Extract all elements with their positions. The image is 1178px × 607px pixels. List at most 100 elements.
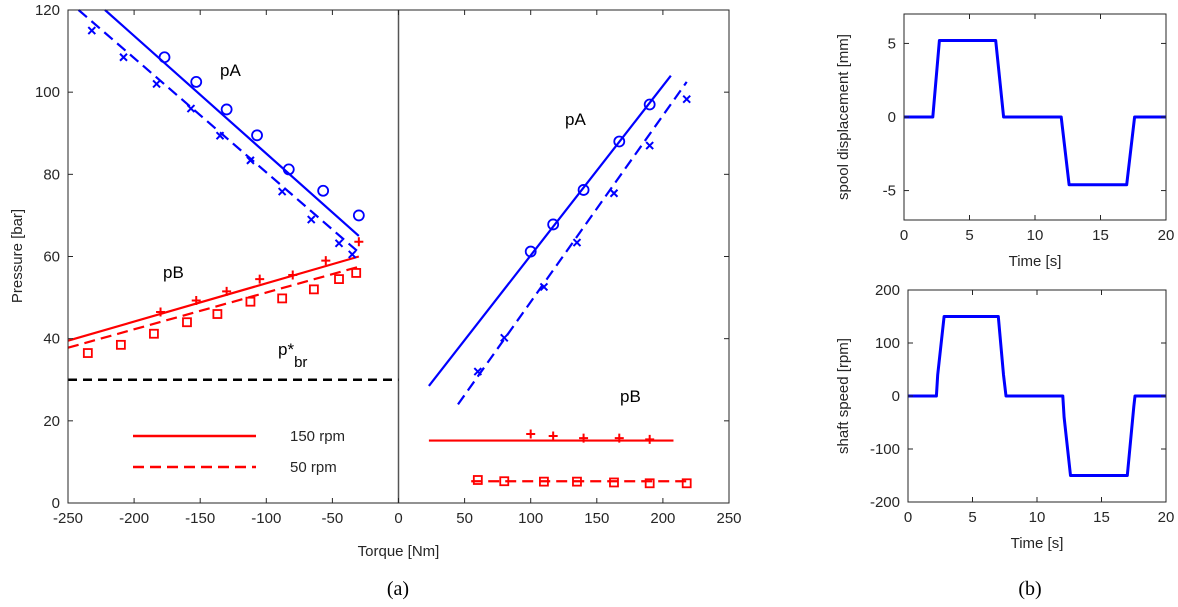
spool-displacement-line bbox=[904, 39, 1166, 187]
data-point-square bbox=[212, 309, 223, 319]
data-point-cross bbox=[152, 79, 161, 89]
data-point-cross bbox=[87, 26, 97, 35]
y-tick-label: 20 bbox=[43, 413, 60, 430]
data-point-cross bbox=[473, 367, 483, 376]
data-point-cross bbox=[348, 250, 357, 259]
data-point-circle bbox=[317, 184, 330, 197]
data-point-square bbox=[609, 477, 619, 488]
x-tick-label: -250 bbox=[53, 510, 83, 527]
x-tick-label: 20 bbox=[1158, 509, 1175, 526]
y-tick-label: 0 bbox=[892, 388, 900, 405]
panel-b-bottom-x-axis-label: Time [s] bbox=[1011, 535, 1064, 552]
data-point-plus bbox=[579, 433, 589, 443]
data-point-cross bbox=[307, 215, 316, 224]
data-point-circle bbox=[251, 129, 263, 142]
panel-a-ticks: -250 -200 -150 -100 -50 0 50 100 150 200 250 0 20 40 6… bbox=[35, 2, 742, 527]
caption-a: (a) bbox=[387, 578, 409, 600]
y-tick-label: -100 bbox=[870, 441, 900, 458]
x-tick-label: 5 bbox=[965, 227, 973, 244]
x-tick-label: -150 bbox=[185, 510, 215, 527]
data-point-square bbox=[351, 268, 362, 278]
data-point-plus bbox=[288, 270, 298, 280]
data-point-square bbox=[245, 296, 256, 307]
data-point-plus bbox=[645, 434, 655, 444]
x-tick-label: 250 bbox=[716, 510, 741, 527]
y-tick-label: 40 bbox=[43, 331, 60, 348]
panel-b-top-ticks: 0 5 10 15 20 -5 0 5 bbox=[883, 14, 1174, 244]
data-point-cross bbox=[682, 94, 691, 104]
data-point-circle bbox=[643, 98, 656, 111]
data-point-square bbox=[82, 348, 93, 358]
legend: 150 rpm 50 rpm bbox=[133, 428, 345, 476]
data-point-circle bbox=[282, 163, 295, 176]
data-point-cross bbox=[609, 189, 619, 198]
data-point-plus bbox=[156, 307, 166, 317]
data-point-cross bbox=[119, 53, 128, 62]
legend-label-150rpm: 150 rpm bbox=[290, 428, 345, 445]
data-point-plus bbox=[548, 431, 558, 441]
y-tick-label: 60 bbox=[43, 249, 60, 266]
annotation-pa-right: pA bbox=[565, 110, 586, 129]
x-tick-label: 200 bbox=[650, 510, 675, 527]
x-tick-label: 0 bbox=[904, 509, 912, 526]
data-point-square bbox=[472, 475, 483, 485]
data-point-cross bbox=[186, 104, 196, 113]
fit-line-pa-50rpm bbox=[77, 9, 360, 254]
data-point-cross bbox=[645, 141, 654, 150]
panel-b-top-x-axis-label: Time [s] bbox=[1009, 253, 1062, 270]
panel-b-bottom-ticks: 0 5 10 15 20 -200 -100 0 100 200 bbox=[870, 282, 1174, 526]
panel-a-marks bbox=[67, 9, 692, 489]
x-tick-label: 50 bbox=[456, 510, 473, 527]
data-point-square bbox=[681, 478, 692, 489]
annotation-pa-left: pA bbox=[220, 61, 241, 80]
legend-label-50rpm: 50 rpm bbox=[290, 459, 337, 476]
data-point-square bbox=[334, 274, 344, 284]
x-tick-label: 150 bbox=[584, 510, 609, 527]
panel-b-top-y-axis-label: spool displacement [mm] bbox=[835, 34, 852, 200]
x-tick-label: 10 bbox=[1027, 227, 1044, 244]
fit-line-pb-150rpm bbox=[67, 255, 360, 342]
data-point-square bbox=[149, 328, 159, 339]
data-point-plus bbox=[354, 237, 364, 247]
annotation-p-star-br: p*br bbox=[278, 340, 307, 371]
fit-line-pa-150rpm bbox=[428, 75, 672, 387]
data-point-square bbox=[572, 476, 582, 487]
data-point-plus bbox=[321, 256, 331, 266]
data-point-cross bbox=[215, 131, 225, 140]
panel-b-bottom-y-axis-label: shaft speed [rpm] bbox=[835, 338, 852, 454]
data-point-square bbox=[499, 476, 510, 487]
fit-line-pa-50rpm bbox=[457, 81, 688, 406]
y-tick-label: 120 bbox=[35, 2, 60, 19]
x-tick-label: 100 bbox=[518, 510, 543, 527]
data-point-circle bbox=[190, 75, 203, 88]
data-point-cross bbox=[500, 333, 509, 343]
annotation-pb-left: pB bbox=[163, 263, 184, 282]
y-tick-label: 200 bbox=[875, 282, 900, 299]
data-point-circle bbox=[547, 218, 560, 231]
data-point-cross bbox=[572, 238, 582, 247]
data-point-square bbox=[115, 339, 126, 350]
data-point-circle bbox=[577, 184, 590, 196]
x-tick-label: -200 bbox=[119, 510, 149, 527]
y-tick-label: 80 bbox=[43, 166, 60, 183]
shaft-speed-line bbox=[908, 315, 1166, 477]
data-point-plus bbox=[191, 295, 201, 305]
panel-a-pressure-chart: -250 -200 -150 -100 -50 0 50 100 150 200 250 0 20 40 6… bbox=[9, 2, 742, 560]
data-point-plus bbox=[222, 286, 232, 296]
x-tick-label: -50 bbox=[322, 510, 344, 527]
panel-a-y-axis-label: Pressure [bar] bbox=[9, 209, 26, 303]
x-tick-label: 15 bbox=[1093, 509, 1110, 526]
data-point-square bbox=[182, 317, 192, 328]
panel-b-top-marks bbox=[904, 39, 1166, 187]
x-tick-label: 15 bbox=[1092, 227, 1109, 244]
y-tick-label: 100 bbox=[875, 335, 900, 352]
br-subscript: br bbox=[294, 354, 307, 371]
panel-b-spool-displacement-chart: 0 5 10 15 20 -5 0 5 Time [s] spool displacement… bbox=[835, 13, 1174, 270]
data-point-cross bbox=[246, 156, 255, 165]
y-tick-label: -5 bbox=[883, 183, 896, 200]
data-point-square bbox=[277, 293, 288, 304]
data-point-cross bbox=[539, 282, 549, 292]
y-tick-label: 0 bbox=[888, 109, 896, 126]
data-point-cross bbox=[277, 187, 287, 196]
